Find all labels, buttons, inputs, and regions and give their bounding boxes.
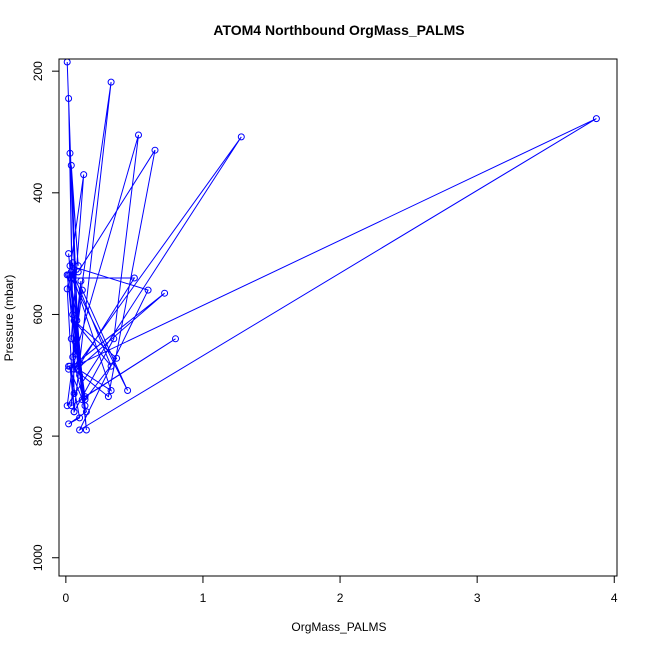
x-tick-label: 2	[337, 591, 344, 605]
data-point	[63, 402, 71, 410]
data-point	[67, 268, 75, 276]
series-line	[66, 61, 597, 432]
x-axis: 0 1 2 3 4	[63, 575, 618, 605]
data-point	[69, 353, 77, 361]
data-point	[67, 161, 75, 169]
data-point	[67, 335, 75, 343]
data-point	[74, 365, 82, 373]
data-point	[172, 335, 179, 343]
data-point	[76, 414, 84, 422]
data-point	[73, 317, 81, 324]
data-point	[144, 286, 152, 294]
y-axis: 200 400 600 800 1000	[31, 61, 60, 571]
x-axis-label: OrgMass_PALMS	[291, 620, 386, 634]
y-tick-label: 1000	[31, 544, 45, 571]
x-tick-label: 3	[474, 591, 481, 605]
data-point	[110, 335, 118, 343]
data-point	[130, 274, 138, 282]
data-point	[81, 396, 89, 404]
data-point	[107, 78, 115, 86]
data-point	[69, 311, 77, 318]
data-point	[67, 402, 75, 410]
chart-title: ATOM4 Northbound OrgMass_PALMS	[213, 22, 464, 38]
y-tick-label: 600	[31, 304, 45, 324]
y-tick-label: 400	[31, 182, 45, 202]
data-point	[63, 59, 71, 66]
data-point	[151, 146, 159, 154]
data-point	[74, 268, 82, 276]
data-point	[82, 426, 90, 434]
data-point	[161, 289, 169, 297]
data-point	[81, 393, 89, 401]
data-point	[65, 420, 73, 428]
data-point	[65, 365, 73, 373]
data-point	[66, 149, 74, 157]
x-tick-label: 0	[63, 591, 70, 605]
data-point	[135, 131, 142, 139]
data-point	[107, 387, 115, 394]
data-point	[82, 408, 90, 416]
data-point	[237, 133, 245, 141]
data-point	[113, 354, 121, 362]
data-point	[63, 285, 71, 293]
data-point	[65, 250, 73, 258]
data-point	[104, 393, 112, 401]
data-point	[78, 286, 86, 294]
data-point	[107, 362, 115, 370]
data-point	[76, 426, 84, 434]
y-tick-label: 200	[31, 61, 45, 81]
x-tick-label: 1	[200, 591, 207, 605]
data-point	[124, 387, 132, 394]
data-point	[70, 390, 78, 397]
x-tick-label: 4	[611, 591, 618, 605]
data-point	[70, 408, 78, 416]
series-marks	[63, 59, 600, 434]
data-point	[65, 95, 73, 102]
data-point	[80, 171, 88, 179]
y-axis-label: Pressure (mbar)	[2, 275, 16, 362]
y-tick-label: 800	[31, 426, 45, 446]
data-point	[592, 115, 600, 123]
data-point	[77, 277, 85, 285]
